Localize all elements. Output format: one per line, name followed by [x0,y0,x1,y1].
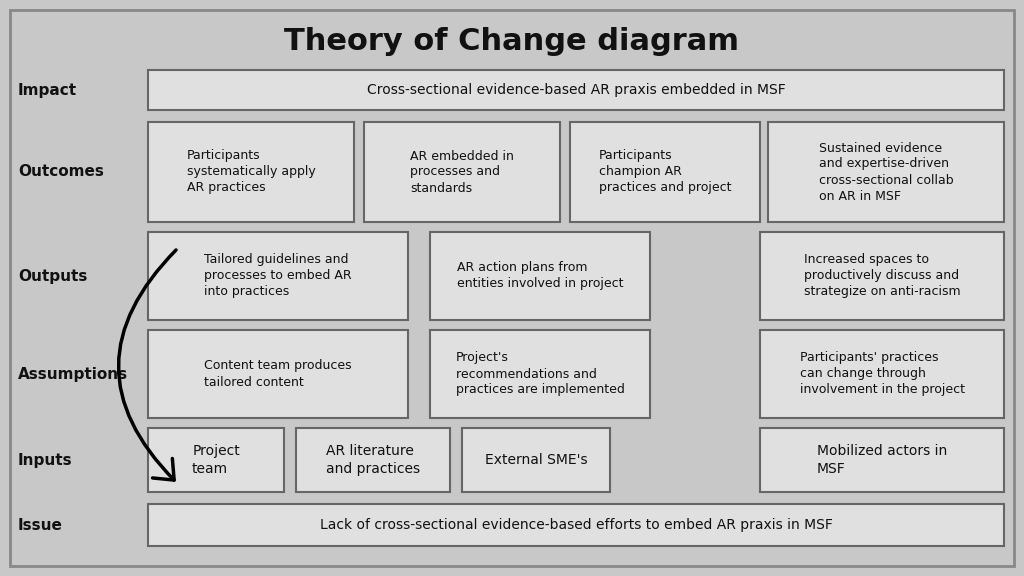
Text: Project
team: Project team [193,444,240,476]
Text: Increased spaces to
productively discuss and
strategize on anti-racism: Increased spaces to productively discuss… [804,253,961,298]
Text: Assumptions: Assumptions [18,366,128,381]
FancyArrowPatch shape [119,250,176,480]
Bar [148,330,408,418]
Text: Theory of Change diagram: Theory of Change diagram [285,28,739,56]
Bar [148,70,1004,110]
Text: Inputs: Inputs [18,453,73,468]
Text: AR embedded in
processes and
standards: AR embedded in processes and standards [410,150,514,195]
Text: Cross-sectional evidence-based AR praxis embedded in MSF: Cross-sectional evidence-based AR praxis… [367,83,785,97]
Bar [148,122,354,222]
Text: Tailored guidelines and
processes to embed AR
into practices: Tailored guidelines and processes to emb… [204,253,352,298]
Bar [768,122,1004,222]
Text: Impact: Impact [18,82,77,97]
Text: Participants' practices
can change through
involvement in the project: Participants' practices can change throu… [800,351,965,396]
Text: Content team produces
tailored content: Content team produces tailored content [204,359,352,388]
Bar [148,232,408,320]
Text: Outputs: Outputs [18,268,87,283]
Bar [430,232,650,320]
Bar [570,122,760,222]
Text: Lack of cross-sectional evidence-based efforts to embed AR praxis in MSF: Lack of cross-sectional evidence-based e… [319,518,833,532]
Text: Outcomes: Outcomes [18,165,103,180]
Bar [760,428,1004,492]
Text: Sustained evidence
and expertise-driven
cross-sectional collab
on AR in MSF: Sustained evidence and expertise-driven … [818,142,953,203]
Text: Issue: Issue [18,517,62,532]
Bar [760,232,1004,320]
Bar [148,428,284,492]
Bar [148,504,1004,546]
Bar [430,330,650,418]
Bar [364,122,560,222]
Bar [462,428,610,492]
Text: AR action plans from
entities involved in project: AR action plans from entities involved i… [457,262,624,290]
Bar [760,330,1004,418]
Text: Participants
champion AR
practices and project: Participants champion AR practices and p… [599,150,731,195]
Text: AR literature
and practices: AR literature and practices [326,444,420,476]
Text: External SME's: External SME's [484,453,588,467]
Bar [296,428,450,492]
Text: Mobilized actors in
MSF: Mobilized actors in MSF [817,444,947,476]
Text: Project's
recommendations and
practices are implemented: Project's recommendations and practices … [456,351,625,396]
Text: Participants
systematically apply
AR practices: Participants systematically apply AR pra… [186,150,315,195]
